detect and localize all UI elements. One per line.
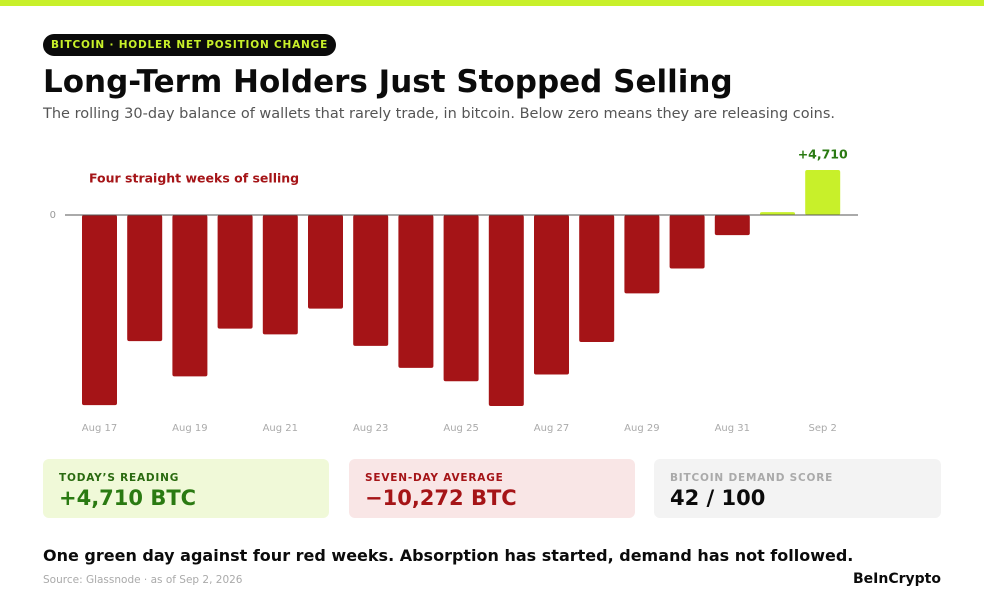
bar xyxy=(579,215,615,343)
x-tick-label: Aug 21 xyxy=(263,423,298,434)
tag: BITCOIN · HODLER NET POSITION CHANGE xyxy=(43,34,337,56)
value-label: +4,710 xyxy=(798,147,848,162)
bar xyxy=(714,215,750,236)
card-label: TODAY’S READING xyxy=(59,472,180,484)
annotation: Four straight weeks of selling xyxy=(89,171,299,186)
x-tick-label: Aug 23 xyxy=(353,423,388,434)
source: Source: Glassnode · as of Sep 2, 2026 xyxy=(43,574,243,586)
y-tick-label: 0 xyxy=(50,210,56,221)
card-label: BITCOIN DEMAND SCORE xyxy=(670,472,834,484)
bar xyxy=(353,215,389,346)
top-stripe xyxy=(0,0,984,6)
bar xyxy=(669,215,705,269)
subtitle: The rolling 30-day balance of wallets th… xyxy=(43,106,836,122)
card: BITCOIN DEMAND SCORE 42 / 100 xyxy=(654,459,941,518)
bar xyxy=(534,215,569,375)
bar xyxy=(443,215,479,382)
bar xyxy=(127,215,163,342)
bar xyxy=(217,215,253,329)
x-tick-label: Aug 19 xyxy=(172,423,207,434)
card: TODAY’S READING +4,710 BTC xyxy=(43,459,329,518)
card-value: 42 / 100 xyxy=(670,486,766,510)
chart: Four straight weeks of selling 0 Aug 17 Au… xyxy=(50,147,858,434)
bar xyxy=(760,212,795,216)
x-tick-label: Aug 17 xyxy=(82,423,117,434)
title: Long-Term Holders Just Stopped Selling xyxy=(43,64,733,100)
bar xyxy=(262,215,298,335)
x-tick-label: Aug 25 xyxy=(443,423,478,434)
x-tick-label: Sep 2 xyxy=(809,423,837,434)
bar xyxy=(308,215,343,309)
bar xyxy=(624,215,660,294)
bar xyxy=(398,215,434,368)
bar xyxy=(82,215,117,406)
card-value: −10,272 BTC xyxy=(365,486,517,510)
bar xyxy=(172,215,208,377)
bar xyxy=(805,170,841,216)
card: SEVEN-DAY AVERAGE −10,272 BTC xyxy=(349,459,635,518)
x-tick-label: Aug 29 xyxy=(624,423,659,434)
card-value: +4,710 BTC xyxy=(59,486,197,510)
brand: BeInCrypto xyxy=(853,571,941,587)
bar xyxy=(488,215,524,407)
takeaway: One green day against four red weeks. Ab… xyxy=(43,546,854,565)
card-label: SEVEN-DAY AVERAGE xyxy=(365,472,504,484)
x-tick-label: Aug 31 xyxy=(715,423,750,434)
x-tick-label: Aug 27 xyxy=(534,423,569,434)
